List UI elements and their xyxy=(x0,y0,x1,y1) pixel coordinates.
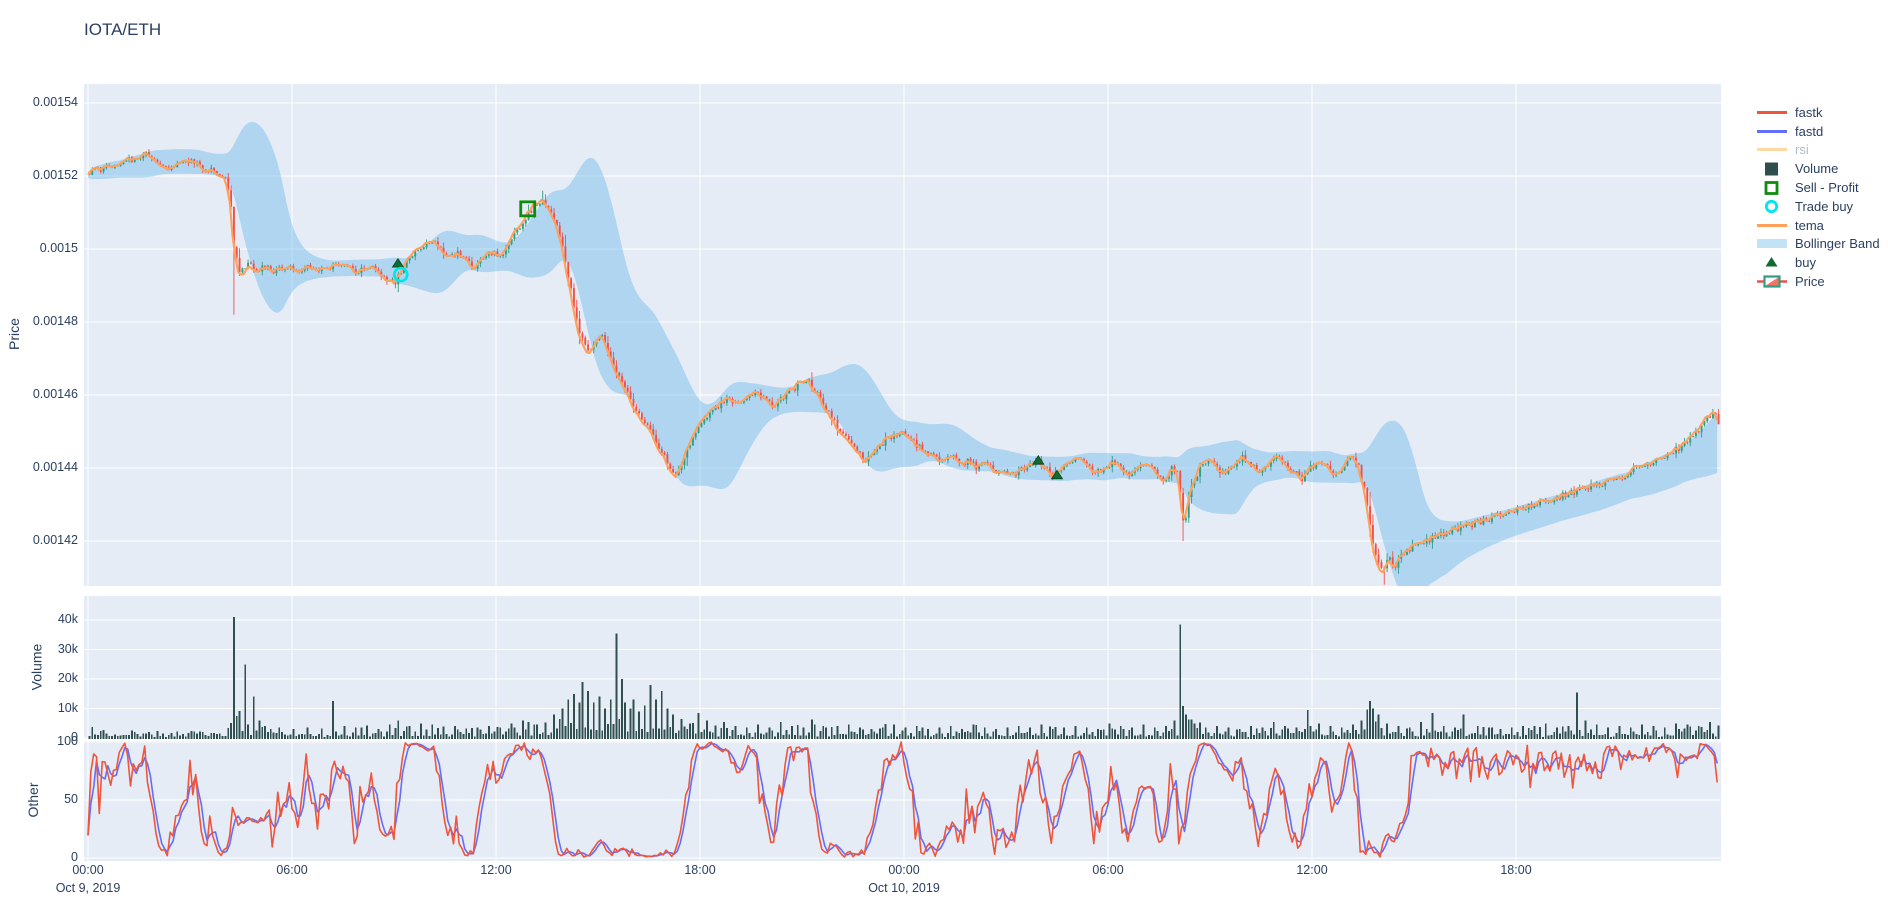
tema-line xyxy=(87,151,1719,574)
price-tick-label: 0.0015 xyxy=(39,241,78,255)
legend-label: fastk xyxy=(1795,104,1823,120)
price-tick-label: 0.00154 xyxy=(32,95,78,109)
volume-tick-label: 10k xyxy=(57,701,78,715)
legend-item-price[interactable]: Price xyxy=(1756,272,1880,291)
square-open-icon xyxy=(1764,181,1779,195)
trade-markers xyxy=(391,200,1064,480)
other-tick-label: 100 xyxy=(57,734,78,748)
legend-item-trade-buy[interactable]: Trade buy xyxy=(1756,197,1880,216)
volume-tick-label: 40k xyxy=(57,612,78,626)
legend-label: buy xyxy=(1795,255,1816,271)
price-tick-label: 0.00142 xyxy=(32,533,78,547)
volume-pane[interactable] xyxy=(84,596,1721,739)
triangle-up-icon xyxy=(1765,257,1778,267)
volume-bars xyxy=(88,617,1720,739)
x-tick-label: 06:00 xyxy=(1092,863,1124,877)
x-tick-label: 00:00 xyxy=(72,863,104,877)
legend-label: fastd xyxy=(1795,123,1824,139)
legend-label: Price xyxy=(1795,274,1825,290)
legend-label: tema xyxy=(1795,217,1824,233)
price-tick-label: 0.00144 xyxy=(32,460,78,474)
legend-label: Trade buy xyxy=(1795,198,1854,214)
x-tick-label: 12:00 xyxy=(480,863,512,877)
price-tick-label: 0.00146 xyxy=(32,387,78,401)
x-tick-label: 18:00 xyxy=(684,863,716,877)
x-tick-label: 06:00 xyxy=(276,863,308,877)
x-date-label: Oct 10, 2019 xyxy=(868,881,940,895)
legend: fastk fastd rsi Volume Sell - Profit Trade bu… xyxy=(1756,103,1880,291)
volume-tick-label: 0 xyxy=(71,730,78,744)
volume-tick-label: 30k xyxy=(57,642,78,656)
x-tick-label: 12:00 xyxy=(1296,863,1328,877)
price-pane[interactable] xyxy=(84,84,1721,586)
legend-item-sell-profit[interactable]: Sell - Profit xyxy=(1756,178,1880,197)
line-icon xyxy=(1757,223,1787,227)
buy-marker[interactable] xyxy=(1032,454,1045,465)
band-icon xyxy=(1757,239,1787,249)
other-tick-label: 50 xyxy=(64,792,78,806)
other-pane[interactable] xyxy=(84,741,1721,861)
legend-item-buy[interactable]: buy xyxy=(1756,253,1880,272)
legend-item-volume[interactable]: Volume xyxy=(1756,159,1880,178)
legend-item-fastd[interactable]: fastd xyxy=(1756,122,1880,141)
legend-item-bollinger-band[interactable]: Bollinger Band xyxy=(1756,235,1880,254)
oscillator-lines xyxy=(87,741,1718,858)
legend-label: Sell - Profit xyxy=(1795,180,1859,196)
legend-item-rsi[interactable]: rsi xyxy=(1756,141,1880,160)
x-date-label: Oct 9, 2019 xyxy=(55,881,121,895)
square-fill-icon xyxy=(1765,162,1778,176)
buy-marker[interactable] xyxy=(391,257,405,268)
price-tick-label: 0.00148 xyxy=(32,314,78,328)
legend-label: Bollinger Band xyxy=(1795,236,1880,252)
circle-open-icon xyxy=(1764,199,1779,213)
line-icon xyxy=(1757,110,1787,114)
legend-item-fastk[interactable]: fastk xyxy=(1756,103,1880,122)
chart-title: IOTA/ETH xyxy=(84,20,162,39)
legend-item-tema[interactable]: tema xyxy=(1756,216,1880,235)
line-icon xyxy=(1757,148,1787,152)
candle-icon xyxy=(1757,275,1787,288)
fastk-line xyxy=(87,741,1718,858)
buy-marker[interactable] xyxy=(1050,469,1064,480)
other-tick-label: 0 xyxy=(71,850,78,864)
price-pane-content xyxy=(87,121,1720,586)
volume-tick-label: 20k xyxy=(57,671,78,685)
legend-label: Volume xyxy=(1795,161,1839,177)
x-tick-label: 00:00 xyxy=(888,863,920,877)
sell-profit-marker[interactable] xyxy=(519,200,537,218)
x-tick-label: 18:00 xyxy=(1500,863,1532,877)
price-tick-label: 0.00152 xyxy=(32,168,78,182)
line-icon xyxy=(1757,129,1787,133)
legend-label: rsi xyxy=(1795,142,1809,158)
trade-buy-marker[interactable] xyxy=(393,266,409,283)
